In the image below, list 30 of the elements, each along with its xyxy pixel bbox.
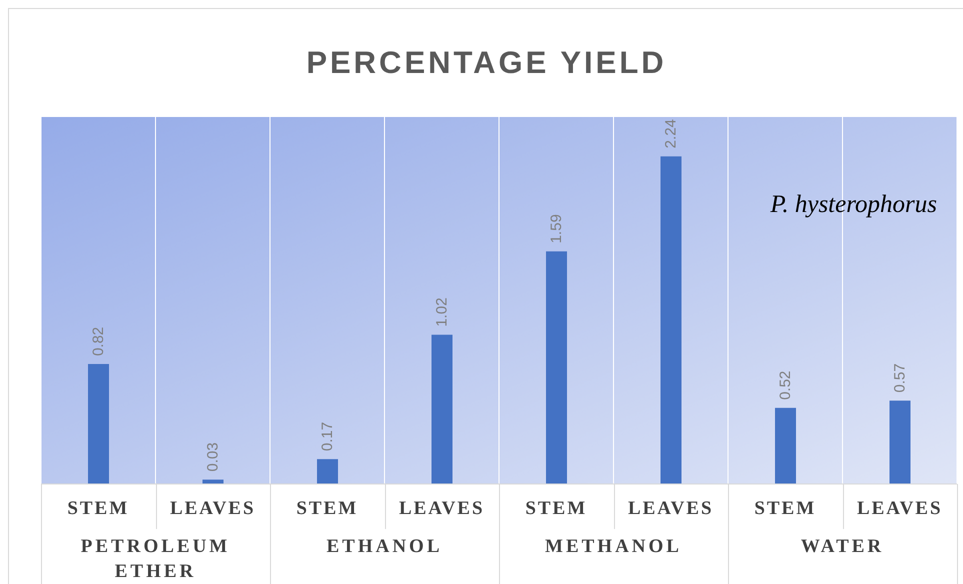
x-tick-label: STEM bbox=[296, 498, 358, 519]
bar bbox=[775, 408, 796, 484]
text: WATER bbox=[800, 535, 886, 559]
bar bbox=[317, 459, 338, 484]
chart-title: PERCENTAGE YIELD bbox=[305, 45, 668, 81]
bar bbox=[202, 480, 224, 484]
data-label: 1.59 bbox=[548, 214, 565, 244]
data-label: 0.17 bbox=[319, 422, 336, 452]
x-tick-label: LEAVES bbox=[398, 498, 485, 519]
data-label: 2.24 bbox=[662, 119, 680, 148]
text: ETHANOL bbox=[325, 535, 444, 559]
data-label: 1.02 bbox=[434, 298, 450, 327]
bar bbox=[546, 251, 567, 484]
bar bbox=[890, 400, 910, 484]
data-label: 0.82 bbox=[90, 326, 107, 356]
bar bbox=[88, 364, 109, 484]
bar bbox=[660, 156, 682, 484]
x-tick-label: LEAVES bbox=[170, 498, 256, 519]
x-tick-label: LEAVES bbox=[856, 498, 943, 519]
data-label: 0.03 bbox=[204, 442, 222, 472]
x-tick-label: LEAVES bbox=[628, 498, 714, 519]
annotation: P. hysterophorus bbox=[769, 191, 937, 219]
x-tick-label: STEM bbox=[754, 498, 816, 519]
bar bbox=[432, 334, 452, 484]
text: METHANOL bbox=[544, 535, 683, 559]
data-label: 0.52 bbox=[777, 370, 794, 400]
data-label: 0.57 bbox=[892, 363, 908, 393]
x-tick-label: STEM bbox=[525, 498, 588, 519]
x-tick-label: STEM bbox=[67, 498, 130, 519]
text: PETROLEUM ETHER bbox=[80, 535, 232, 584]
